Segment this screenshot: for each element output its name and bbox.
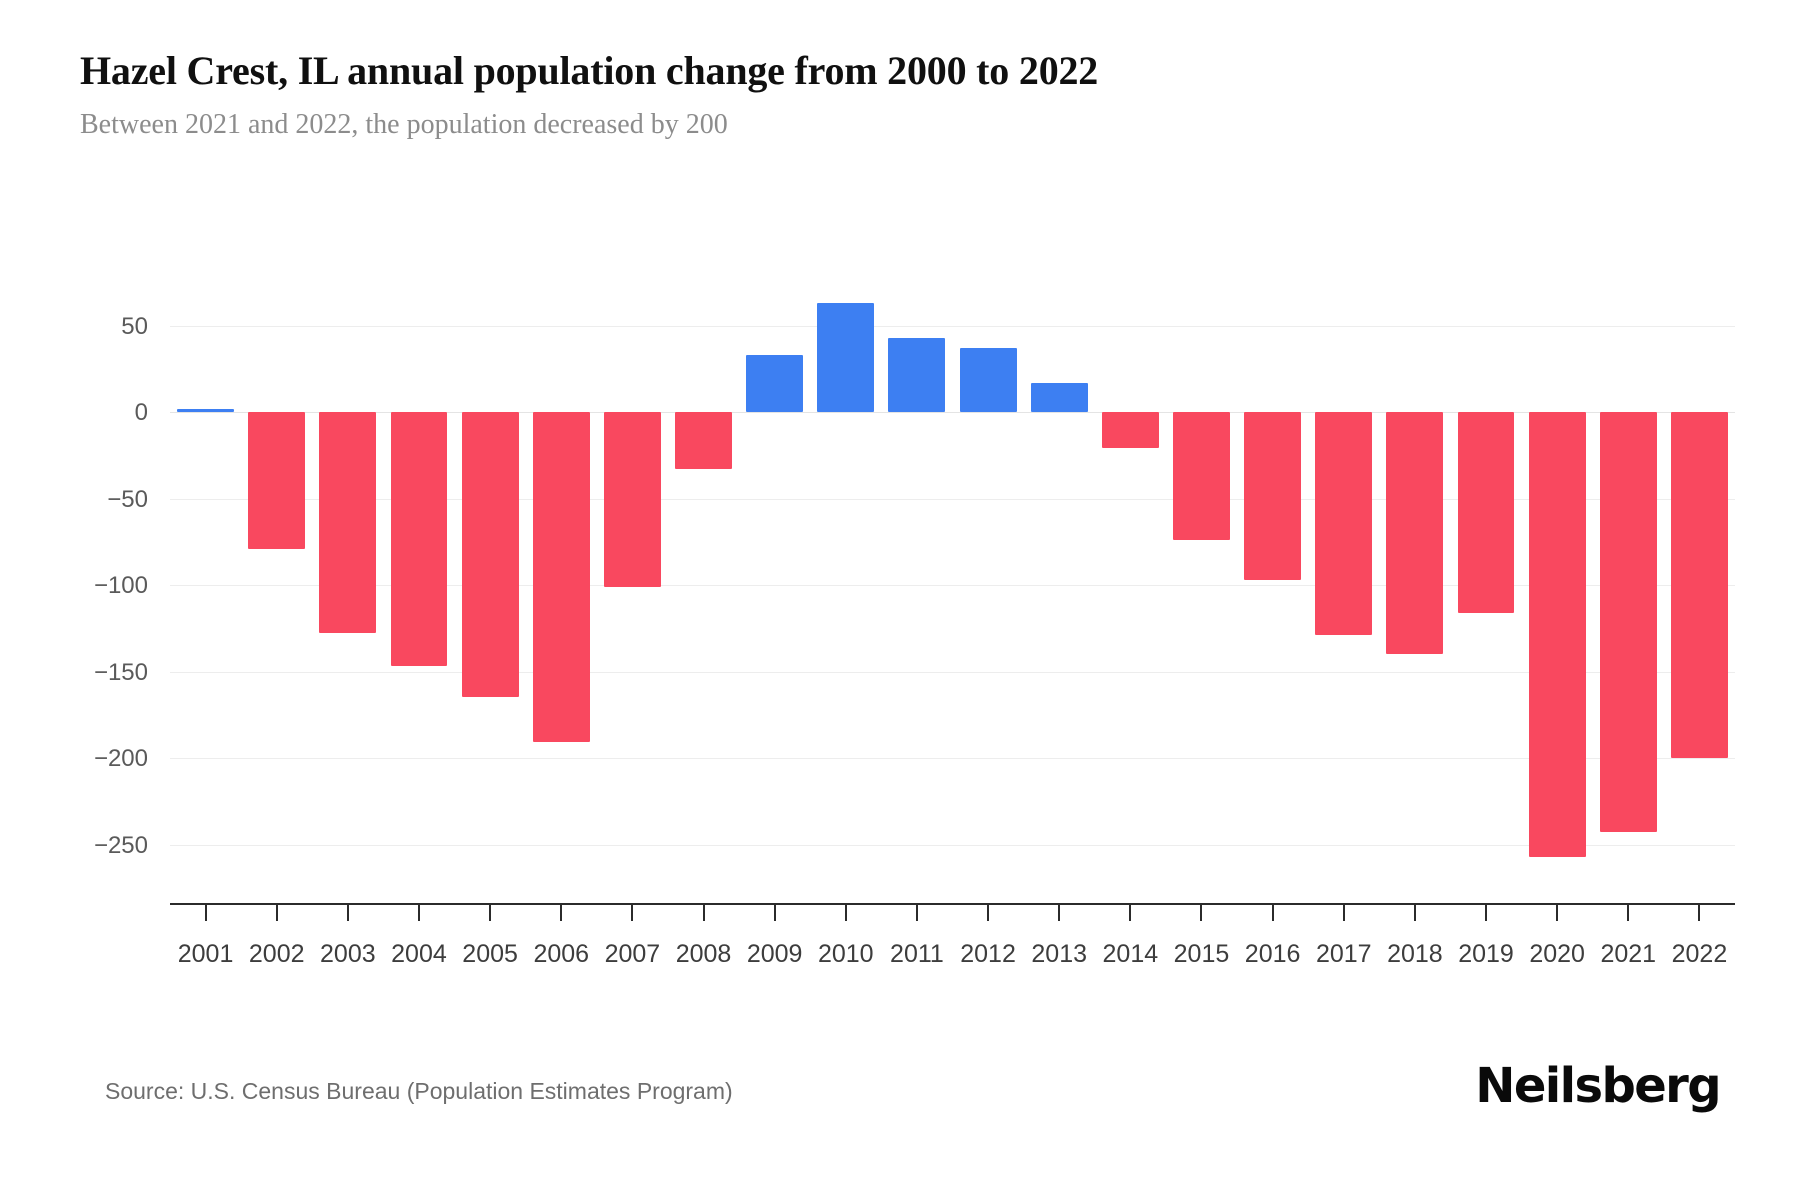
y-axis-tick-label: −50 — [107, 485, 148, 513]
bar-2004[interactable] — [390, 412, 448, 667]
x-axis-tick-label: 2020 — [1529, 940, 1585, 968]
bar-2018[interactable] — [1386, 412, 1444, 655]
y-axis-tick-label: −100 — [93, 572, 148, 599]
chart-header: Hazel Crest, IL annual population change… — [80, 48, 1720, 142]
x-axis-tick-label: 2003 — [320, 940, 376, 968]
bar-2009[interactable] — [746, 354, 804, 412]
x-axis-tick — [489, 905, 492, 921]
y-axis-tick-label: 50 — [121, 312, 148, 340]
x-axis-tick — [204, 905, 207, 921]
x-axis-tick — [1485, 905, 1488, 921]
bar-2012[interactable] — [959, 347, 1017, 412]
bar-2013[interactable] — [1030, 382, 1088, 412]
bar-2005[interactable] — [461, 412, 519, 698]
x-axis-tick-label: 2015 — [1173, 940, 1230, 968]
y-axis-tick-label: 0 — [134, 399, 148, 426]
x-axis-tick — [1058, 905, 1061, 921]
bar-2016[interactable] — [1244, 412, 1302, 580]
bar-2021[interactable] — [1599, 412, 1657, 833]
bar-2022[interactable] — [1670, 412, 1728, 758]
x-axis-tick — [1556, 905, 1559, 921]
source-note: Source: U.S. Census Bureau (Population E… — [105, 1078, 733, 1104]
bar-2011[interactable] — [888, 337, 946, 412]
x-axis-tick-label: 2006 — [533, 940, 590, 968]
x-axis-tick — [1271, 905, 1274, 921]
x-axis-tick — [1342, 905, 1345, 921]
x-axis-tick-label: 2005 — [462, 940, 518, 968]
y-axis-tick-label: −200 — [93, 745, 148, 772]
x-axis-tick — [1698, 905, 1701, 921]
x-axis-tick-label: 2001 — [177, 940, 234, 968]
x-axis-tick-label: 2019 — [1458, 940, 1514, 968]
x-axis-tick — [844, 905, 847, 921]
x-axis-tick — [1627, 905, 1630, 921]
x-axis-tick — [773, 905, 776, 921]
x-axis-tick-label: 2008 — [675, 940, 732, 968]
x-axis-tick-label: 2017 — [1315, 940, 1372, 968]
brand-logo: Neilsberg — [1475, 1058, 1721, 1114]
bar-2010[interactable] — [817, 303, 875, 412]
bar-2019[interactable] — [1457, 412, 1515, 613]
x-axis-tick-label: 2010 — [817, 940, 874, 968]
x-axis-tick-label: 2021 — [1600, 940, 1657, 968]
x-axis-tick-label: 2016 — [1244, 940, 1301, 968]
x-axis-tick-label: 2022 — [1671, 940, 1728, 968]
gridline — [170, 498, 1735, 500]
zero-line — [170, 412, 1735, 413]
x-axis-line — [170, 903, 1735, 905]
bar-2014[interactable] — [1101, 412, 1159, 449]
gridline — [170, 325, 1735, 327]
bar-2015[interactable] — [1173, 412, 1230, 541]
y-axis-tick-label: −250 — [93, 831, 148, 859]
x-axis-tick-label: 2011 — [890, 940, 944, 968]
x-axis-tick-label: 2009 — [746, 940, 803, 968]
x-axis-tick — [1200, 905, 1203, 921]
x-axis-tick — [1129, 905, 1132, 921]
bar-2020[interactable] — [1528, 412, 1586, 857]
gridline — [170, 585, 1735, 586]
x-axis-tick — [702, 905, 705, 921]
x-axis-tick — [417, 905, 420, 921]
x-axis-tick — [987, 905, 990, 921]
x-axis-tick-label: 2002 — [248, 940, 305, 968]
bar-2003[interactable] — [319, 412, 377, 634]
y-axis-tick-label: −150 — [93, 658, 148, 686]
x-axis-tick-label: 2014 — [1102, 940, 1159, 968]
x-axis-tick-label: 2012 — [960, 940, 1016, 968]
x-axis-tick — [1413, 905, 1416, 921]
bar-2007[interactable] — [603, 412, 661, 587]
bar-2001[interactable] — [177, 409, 235, 412]
x-axis-tick — [560, 905, 563, 921]
x-axis-tick — [346, 905, 349, 921]
chart-subtitle: Between 2021 and 2022, the population de… — [80, 109, 728, 140]
bar-2006[interactable] — [532, 412, 590, 743]
bar-2008[interactable] — [675, 412, 732, 470]
x-axis-tick-label: 2004 — [391, 940, 447, 968]
x-axis-tick-label: 2018 — [1387, 940, 1443, 968]
x-axis-tick-label: 2007 — [604, 940, 661, 968]
gridline — [170, 844, 1735, 846]
bar-2002[interactable] — [248, 412, 306, 549]
bar-2017[interactable] — [1315, 412, 1373, 636]
x-axis-tick — [915, 905, 918, 921]
gridline — [170, 671, 1735, 673]
page-title: Hazel Crest, IL annual population change… — [80, 48, 1099, 93]
gridline — [170, 758, 1735, 759]
x-axis-tick — [275, 905, 278, 921]
x-axis-tick-label: 2013 — [1031, 940, 1088, 968]
x-axis-tick — [631, 905, 634, 921]
